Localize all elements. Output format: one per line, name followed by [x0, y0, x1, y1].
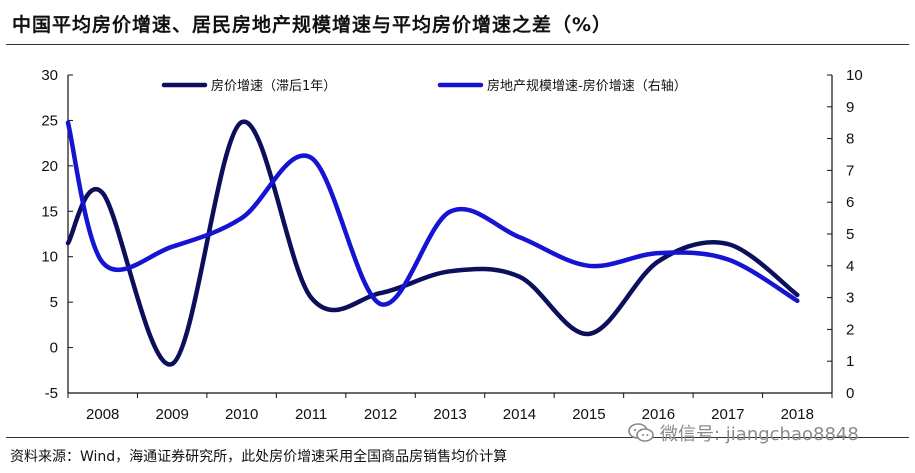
- left-tick-label: -5: [45, 385, 58, 402]
- right-tick-label: 7: [846, 162, 854, 179]
- right-tick-label: 6: [846, 194, 854, 211]
- right-tick-label: 0: [846, 385, 854, 402]
- left-tick-label: 20: [41, 158, 58, 175]
- right-tick-label: 9: [846, 99, 854, 116]
- series-line-2: [65, 120, 800, 307]
- watermark: 微信号: jiangchao8848: [628, 420, 859, 446]
- left-tick-label: 10: [41, 249, 58, 266]
- watermark-text: 微信号: jiangchao8848: [660, 424, 859, 445]
- right-tick-label: 8: [846, 131, 854, 148]
- chart-title: 中国平均房价增速、居民房地产规模增速与平均房价增速之差（%）: [12, 14, 613, 36]
- right-tick-label: 4: [846, 258, 854, 275]
- right-axis: 0 1 2 3 4 5 6 7 8 9 10: [827, 67, 863, 402]
- x-tick-label: 2012: [364, 406, 397, 423]
- right-tick-label: 3: [846, 290, 854, 307]
- wechat-icon: [628, 423, 654, 442]
- legend-label-series-1: 房价增速（滞后1年）: [211, 78, 336, 94]
- left-tick-label: 15: [41, 203, 58, 220]
- line-chart: -5 0 5 10 15 20 25 30 0 1 2 3 4 5 6 7 8 9 10 2008 2009 2010…: [41, 67, 863, 423]
- footer-divider: [6, 437, 909, 438]
- right-tick-label: 5: [846, 226, 854, 243]
- left-tick-label: 25: [41, 112, 58, 129]
- source-note: 资料来源：Wind，海通证券研究所，此处房价增速采用全国商品房销售均价计算: [10, 449, 508, 465]
- left-tick-label: 0: [50, 340, 58, 357]
- series-line-1: [65, 119, 800, 367]
- x-tick-label: 2015: [572, 406, 605, 423]
- x-tick-label: 2008: [86, 406, 119, 423]
- x-tick-label: 2018: [781, 406, 814, 423]
- left-tick-label: 30: [41, 67, 58, 84]
- x-tick-label: 2013: [433, 406, 466, 423]
- x-tick-label: 2011: [295, 406, 327, 423]
- right-tick-label: 1: [846, 353, 854, 370]
- x-tick-label: 2009: [155, 406, 188, 423]
- right-tick-label: 2: [846, 321, 854, 338]
- x-axis: 2008 2009 2010 2011 2012 2013 2014 2015 2016 2017…: [67, 392, 833, 423]
- x-tick-label: 2014: [503, 406, 536, 423]
- right-tick-label: 10: [846, 67, 863, 84]
- legend-label-series-2: 房地产规模增速-房价增速（右轴）: [487, 78, 687, 94]
- x-tick-label: 2010: [225, 406, 258, 423]
- legend: 房价增速（滞后1年） 房地产规模增速-房价增速（右轴）: [161, 78, 687, 94]
- title-divider: [6, 44, 909, 45]
- x-tick-label: 2017: [711, 406, 744, 423]
- left-tick-label: 5: [50, 294, 58, 311]
- left-axis: -5 0 5 10 15 20 25 30: [41, 67, 73, 402]
- x-tick-label: 2016: [642, 406, 675, 423]
